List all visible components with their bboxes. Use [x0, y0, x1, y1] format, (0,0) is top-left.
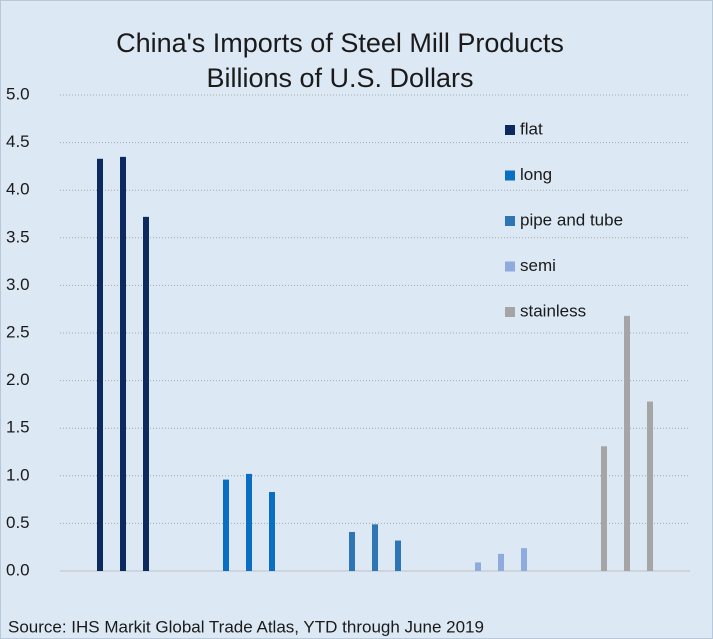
bar [647, 401, 653, 571]
y-tick-label: 2.5 [6, 322, 30, 341]
legend-label: flat [520, 119, 543, 138]
chart-title: China's Imports of Steel Mill Products [116, 28, 564, 58]
y-tick-label: 1.0 [6, 465, 30, 484]
legend-label: long [520, 165, 552, 184]
legend-label: semi [520, 256, 556, 275]
bar [475, 562, 481, 571]
y-tick-label: 1.5 [6, 418, 30, 437]
bar [223, 479, 229, 571]
bar [624, 315, 630, 571]
legend-swatch [505, 307, 515, 317]
bar [395, 540, 401, 571]
bar [372, 524, 378, 571]
y-tick-label: 4.5 [6, 132, 30, 151]
bar [521, 548, 527, 571]
bar [97, 158, 103, 571]
y-tick-label: 4.0 [6, 180, 30, 199]
y-tick-label: 2.0 [6, 370, 30, 389]
chart-subtitle: Billions of U.S. Dollars [206, 63, 473, 93]
legend-swatch [505, 125, 515, 135]
legend-swatch [505, 170, 515, 181]
bar [120, 156, 126, 571]
legend-label: pipe and tube [520, 210, 623, 229]
bar [143, 216, 149, 571]
source-note: Source: IHS Markit Global Trade Atlas, Y… [8, 617, 484, 636]
bar [349, 531, 355, 571]
bar [601, 446, 607, 571]
bar [246, 473, 252, 571]
y-tick-label: 0.0 [6, 560, 30, 579]
legend-swatch [505, 261, 515, 272]
y-tick-label: 0.5 [6, 513, 30, 532]
bar [269, 491, 275, 571]
legend-label: stainless [520, 301, 586, 320]
bar [498, 553, 504, 571]
y-tick-label: 5.0 [6, 84, 30, 103]
legend-swatch [505, 216, 515, 226]
y-tick-label: 3.0 [6, 275, 30, 294]
y-tick-label: 3.5 [6, 227, 30, 246]
